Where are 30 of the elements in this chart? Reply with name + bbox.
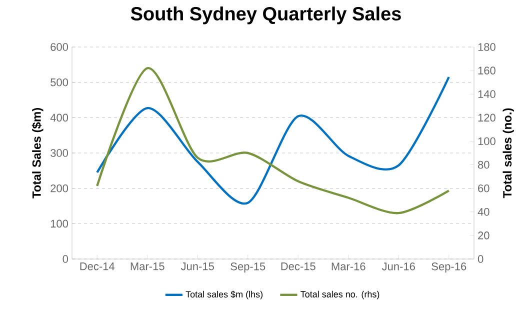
- y2-tick-label: 80: [478, 160, 490, 169]
- y-tick-label: 0: [62, 255, 68, 263]
- y2-tick-label: 60: [478, 184, 490, 192]
- legend-label: Total sales $m (lhs): [186, 290, 263, 300]
- x-tick-label: Jun-15: [180, 262, 214, 270]
- y2-tick-label: 100: [478, 137, 496, 146]
- y-tick-label: 400: [50, 114, 68, 122]
- y2-axis-title: Total sales (no.): [502, 108, 514, 198]
- y2-tick-label: 180: [478, 43, 496, 51]
- y-axis-title: Total Sales ($m): [32, 108, 44, 198]
- y2-tick-label: 140: [478, 90, 496, 98]
- y2-tick-label: 120: [478, 114, 496, 122]
- x-tick-label: Mar-15: [130, 262, 164, 270]
- x-tick-label: Sep-15: [230, 262, 266, 272]
- legend-label: Total sales no. (rhs): [300, 290, 380, 300]
- x-tick-label: Dec-15: [281, 262, 316, 270]
- x-tick-label: Dec-14: [80, 262, 115, 270]
- y2-tick-label: 160: [478, 66, 496, 74]
- y2-tick-label: 20: [478, 232, 490, 240]
- y-tick-label: 600: [50, 43, 68, 51]
- chart-title: South Sydney Quarterly Sales: [130, 6, 401, 24]
- y2-tick-label: 0: [478, 255, 484, 263]
- y-tick-label: 200: [50, 184, 68, 192]
- y-tick-label: 300: [50, 149, 68, 157]
- x-tick-label: Jun-16: [382, 262, 415, 270]
- x-tick-label: Mar-16: [332, 262, 366, 270]
- y-tick-label: 100: [50, 220, 68, 228]
- y-tick-label: 500: [50, 78, 68, 86]
- x-tick-label: Sep-16: [432, 262, 466, 272]
- y2-tick-label: 40: [478, 208, 490, 216]
